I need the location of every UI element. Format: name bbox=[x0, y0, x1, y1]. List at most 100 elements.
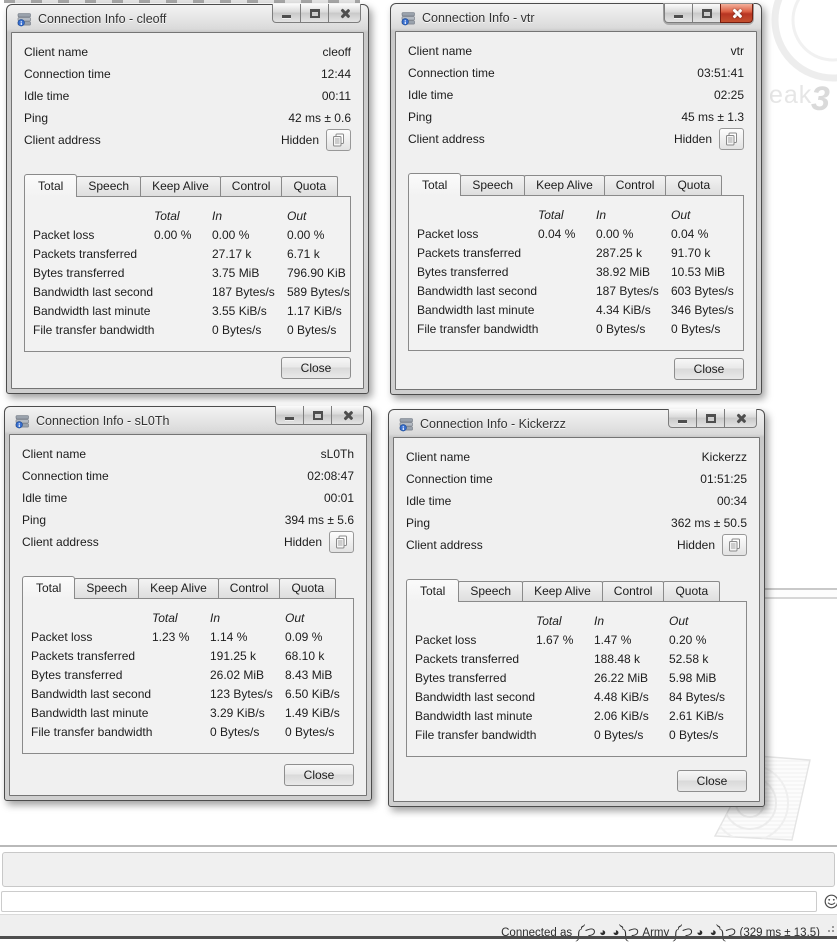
maximize-button[interactable] bbox=[696, 409, 725, 428]
close-button[interactable]: Close bbox=[677, 770, 747, 792]
stats-row-file-transfer-bandwidth: File transfer bandwidth 0 Bytes/s 0 Byte… bbox=[415, 728, 738, 747]
close-icon bbox=[731, 8, 742, 19]
tab-keep-alive[interactable]: Keep Alive bbox=[140, 176, 221, 196]
cell-in: 0 Bytes/s bbox=[212, 323, 287, 337]
row-label: File transfer bandwidth bbox=[415, 728, 536, 742]
cell-in: 0 Bytes/s bbox=[596, 322, 671, 336]
cell-out: 346 Bytes/s bbox=[671, 303, 735, 317]
row-label: Bytes transferred bbox=[415, 671, 536, 685]
tab-total[interactable]: Total bbox=[24, 174, 77, 197]
window-controls bbox=[272, 4, 361, 23]
connection-info-window: Connection Info - Kickerzz Client name K… bbox=[388, 409, 765, 807]
cell-out: 8.43 MiB bbox=[285, 668, 345, 682]
tab-quota[interactable]: Quota bbox=[663, 581, 720, 601]
chat-log[interactable] bbox=[2, 852, 835, 887]
col-header-out: Out bbox=[287, 209, 342, 223]
resize-grip-icon[interactable] bbox=[826, 923, 834, 932]
copy-address-button[interactable] bbox=[329, 531, 354, 553]
tab-speech[interactable]: Speech bbox=[76, 176, 141, 196]
maximize-button[interactable] bbox=[300, 4, 329, 23]
minimize-button[interactable] bbox=[664, 4, 693, 23]
tab-total[interactable]: Total bbox=[406, 579, 459, 602]
close-window-button[interactable] bbox=[331, 406, 364, 425]
close-window-button[interactable] bbox=[720, 4, 753, 23]
tab-keep-alive[interactable]: Keep Alive bbox=[524, 175, 605, 195]
col-header-in: In bbox=[210, 611, 285, 625]
tab-total[interactable]: Total bbox=[22, 576, 75, 599]
row-label: Packets transferred bbox=[415, 652, 536, 666]
minimize-button[interactable] bbox=[668, 409, 697, 428]
cell-in: 38.92 MiB bbox=[596, 265, 671, 279]
tab-control[interactable]: Control bbox=[220, 176, 283, 196]
row-label: Bandwidth last second bbox=[415, 690, 536, 704]
stats-tabs: Total Speech Keep Alive Control Quota bbox=[408, 172, 744, 195]
copy-address-button[interactable] bbox=[722, 534, 747, 556]
dialog-body: Client name vtr Connection time 03:51:41… bbox=[395, 31, 757, 390]
copy-address-button[interactable] bbox=[326, 129, 351, 151]
cell-out: 68.10 k bbox=[285, 649, 345, 663]
close-window-button[interactable] bbox=[328, 4, 361, 23]
client-name-row: Client name sL0Th bbox=[22, 443, 354, 465]
cell-out: 0 Bytes/s bbox=[287, 323, 342, 337]
maximize-button[interactable] bbox=[692, 4, 721, 23]
tab-speech[interactable]: Speech bbox=[74, 578, 139, 598]
connection-info-window: Connection Info - cleoff Client name cle… bbox=[6, 4, 369, 394]
stats-header-row: Total In Out bbox=[33, 204, 342, 228]
cell-out: 0.04 % bbox=[671, 227, 735, 241]
cell-out: 0 Bytes/s bbox=[285, 725, 345, 739]
close-button[interactable]: Close bbox=[674, 358, 744, 380]
window-title: Connection Info - Kickerzz bbox=[420, 417, 566, 431]
stats-tabs: Total Speech Keep Alive Control Quota bbox=[24, 173, 351, 196]
stats-row-packets-transferred: Packets transferred 188.48 k 52.58 k bbox=[415, 652, 738, 671]
dialog-body: Client name sL0Th Connection time 02:08:… bbox=[9, 434, 367, 796]
stats-row-packets-transferred: Packets transferred 191.25 k 68.10 k bbox=[31, 649, 345, 668]
tab-speech[interactable]: Speech bbox=[458, 581, 523, 601]
stats-row-packet-loss: Packet loss 0.00 % 0.00 % 0.00 % bbox=[33, 228, 342, 247]
tab-quota[interactable]: Quota bbox=[665, 175, 722, 195]
minimize-button[interactable] bbox=[275, 406, 304, 425]
tab-speech[interactable]: Speech bbox=[460, 175, 525, 195]
splitter[interactable] bbox=[0, 845, 837, 847]
stats-row-packets-transferred: Packets transferred 27.17 k 6.71 k bbox=[33, 247, 342, 266]
copy-address-button[interactable] bbox=[719, 128, 744, 150]
row-label: Bandwidth last minute bbox=[31, 706, 152, 720]
minimize-button[interactable] bbox=[272, 4, 301, 23]
cell-in: 0.00 % bbox=[596, 227, 671, 241]
smiley-icon bbox=[824, 894, 837, 909]
stats-row-packet-loss: Packet loss 0.04 % 0.00 % 0.04 % bbox=[417, 227, 735, 246]
ping-label: Ping bbox=[406, 516, 430, 530]
idle-time-value: 00:11 bbox=[322, 89, 351, 103]
cell-in: 191.25 k bbox=[210, 649, 285, 663]
tab-control[interactable]: Control bbox=[218, 578, 281, 598]
client-address-value: Hidden bbox=[674, 132, 712, 146]
col-header-total: Total bbox=[536, 614, 594, 628]
tab-control[interactable]: Control bbox=[602, 581, 665, 601]
client-name-value: sL0Th bbox=[321, 447, 354, 461]
maximize-button[interactable] bbox=[303, 406, 332, 425]
close-button[interactable]: Close bbox=[284, 764, 354, 786]
cell-out: 6.50 KiB/s bbox=[285, 687, 345, 701]
tab-control[interactable]: Control bbox=[604, 175, 667, 195]
tab-keep-alive[interactable]: Keep Alive bbox=[522, 581, 603, 601]
client-name-value: cleoff bbox=[323, 45, 351, 59]
window-controls bbox=[663, 3, 754, 25]
maximize-icon bbox=[313, 411, 323, 420]
tab-total[interactable]: Total bbox=[408, 173, 461, 196]
close-window-button[interactable] bbox=[724, 409, 757, 428]
close-button[interactable]: Close bbox=[281, 357, 351, 379]
tab-keep-alive[interactable]: Keep Alive bbox=[138, 578, 219, 598]
chat-input[interactable] bbox=[1, 891, 817, 912]
connection-info-icon bbox=[15, 414, 30, 429]
cell-out: 0 Bytes/s bbox=[669, 728, 738, 742]
connection-info-window: Connection Info - vtr Client name vtr Co… bbox=[390, 3, 762, 395]
row-label: Bandwidth last second bbox=[31, 687, 152, 701]
stats-row-bandwidth-last-second: Bandwidth last second 187 Bytes/s 589 By… bbox=[33, 285, 342, 304]
emoticon-button[interactable] bbox=[823, 893, 837, 909]
client-address-value: Hidden bbox=[281, 133, 319, 147]
tab-quota[interactable]: Quota bbox=[281, 176, 338, 196]
client-address-row: Client address Hidden bbox=[22, 531, 354, 553]
cell-out: 0.20 % bbox=[669, 633, 738, 647]
stats-header-row: Total In Out bbox=[415, 609, 738, 633]
idle-time-row: Idle time 00:34 bbox=[406, 490, 747, 512]
tab-quota[interactable]: Quota bbox=[279, 578, 336, 598]
